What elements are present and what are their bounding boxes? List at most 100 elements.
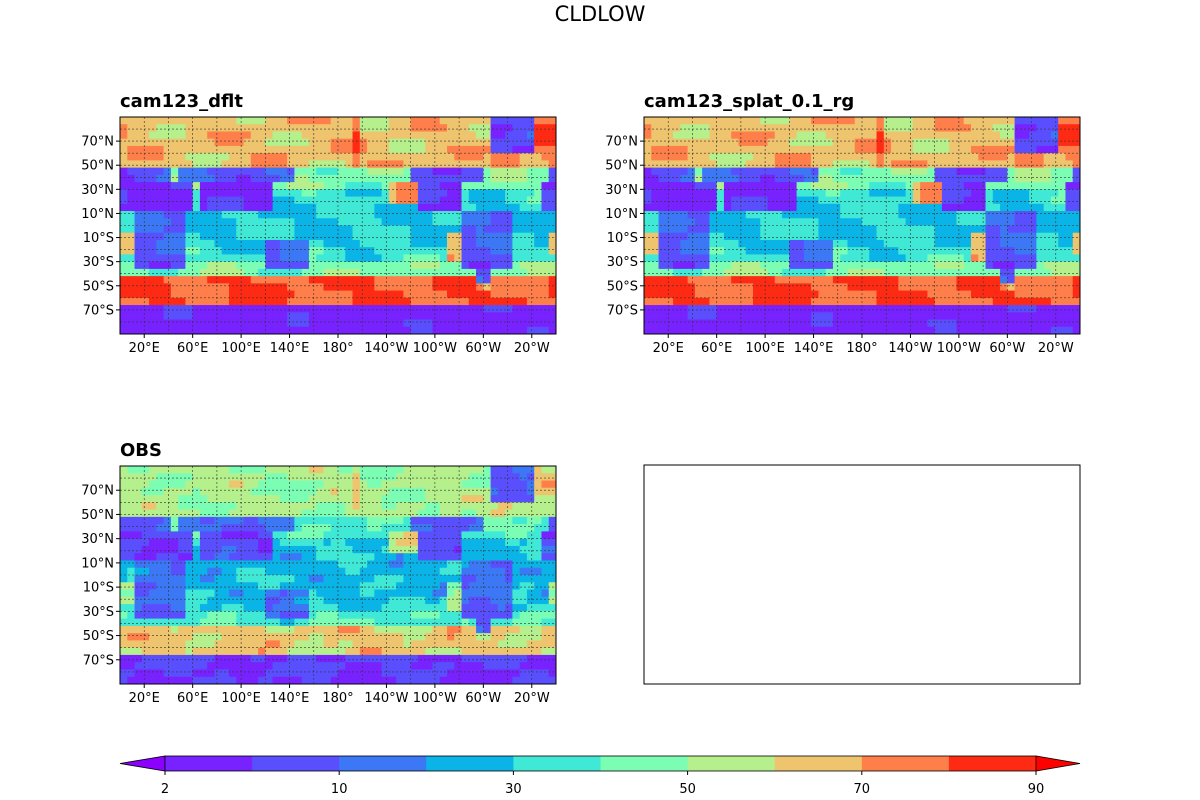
heat-cell: [359, 567, 368, 576]
heat-cell: [789, 196, 798, 205]
heat-cell: [811, 174, 819, 183]
heat-cell: [644, 167, 652, 176]
heat-cell: [250, 509, 259, 518]
heat-cell: [731, 276, 740, 284]
heat-cell: [316, 239, 325, 248]
heat-cell: [534, 480, 543, 489]
heat-cell: [461, 232, 470, 241]
heat-cell: [490, 247, 499, 256]
heat-cell: [170, 124, 179, 133]
heat-cell: [519, 138, 528, 147]
heat-cell: [709, 232, 718, 241]
heat-cell: [308, 117, 317, 125]
heat-cell: [301, 239, 310, 248]
heat-cell: [381, 211, 390, 219]
heat-cell: [141, 487, 150, 496]
heat-cell: [359, 167, 368, 176]
heat-cell: [883, 247, 892, 256]
heat-cell: [992, 290, 1001, 299]
heat-cell: [221, 268, 230, 277]
heat-cell: [439, 254, 448, 263]
heat-cell: [178, 531, 186, 540]
heat-cell: [782, 211, 790, 219]
heat-cell: [854, 268, 863, 277]
heat-cell: [207, 276, 216, 284]
heat-cell: [410, 225, 419, 234]
heat-cell: [665, 182, 674, 190]
heat-cell: [723, 138, 732, 147]
heat-cell: [316, 189, 325, 198]
heat-cell: [687, 319, 696, 328]
heat-cell: [876, 182, 885, 190]
heat-cell: [992, 138, 1001, 147]
heat-cell: [367, 160, 375, 169]
heat-cell: [185, 117, 194, 125]
heat-cell: [308, 516, 317, 525]
heat-cell: [396, 203, 404, 212]
heat-cell: [425, 560, 434, 569]
heat-cell: [178, 145, 186, 154]
heat-cell: [519, 218, 528, 227]
heat-cell: [723, 174, 732, 183]
heat-cell: [1065, 117, 1074, 125]
heat-cell: [702, 218, 710, 227]
heat-cell: [709, 131, 718, 140]
heat-cell: [425, 232, 434, 241]
heat-cell: [680, 225, 689, 234]
heat-cell: [199, 596, 208, 605]
heat-cell: [287, 167, 295, 176]
heat-cell: [789, 182, 798, 190]
heat-cell: [526, 509, 535, 518]
heat-cell: [526, 575, 535, 583]
heat-cell: [323, 589, 332, 598]
heat-cell: [250, 466, 259, 474]
heat-cell: [658, 305, 667, 313]
heat-cell: [898, 225, 907, 234]
heat-cell: [439, 473, 448, 482]
heat-cell: [1007, 211, 1016, 219]
heat-cell: [673, 117, 681, 125]
heat-cell: [971, 261, 979, 270]
heat-cell: [221, 254, 230, 263]
heat-cell: [447, 268, 455, 277]
heat-cell: [941, 196, 950, 205]
heat-cell: [381, 560, 390, 569]
heat-cell: [483, 290, 492, 299]
heat-cell: [229, 189, 237, 198]
heat-cell: [185, 218, 194, 227]
heat-cell: [497, 502, 506, 511]
heat-cell: [665, 145, 674, 154]
heat-cell: [229, 487, 237, 496]
heat-cell: [723, 239, 732, 248]
heat-cell: [680, 174, 689, 183]
heat-cell: [221, 326, 230, 334]
heat-cell: [127, 611, 136, 620]
heat-cell: [774, 167, 783, 176]
heat-cell: [803, 261, 812, 270]
heat-cell: [396, 509, 404, 518]
heat-cell: [323, 545, 332, 554]
heat-cell: [229, 611, 237, 620]
heat-cell: [352, 582, 361, 591]
heat-cell: [847, 305, 856, 313]
heat-cell: [505, 545, 513, 554]
heat-cell: [534, 167, 543, 176]
heat-cell: [258, 218, 266, 227]
heat-cell: [1021, 225, 1030, 234]
heat-cell: [803, 268, 812, 277]
heat-cell: [1029, 254, 1037, 263]
heat-cell: [345, 254, 354, 263]
heat-cell: [163, 516, 172, 525]
heat-cell: [862, 131, 870, 140]
heat-cell: [782, 138, 790, 147]
heat-cell: [403, 276, 412, 284]
heat-cell: [526, 239, 535, 248]
heat-cell: [541, 218, 550, 227]
heat-cell: [811, 276, 819, 284]
heat-cell: [832, 232, 841, 241]
heat-cell: [127, 138, 136, 147]
heat-cell: [243, 160, 252, 169]
heat-cell: [229, 538, 237, 547]
heat-cell: [534, 618, 543, 627]
heat-cell: [665, 189, 674, 198]
